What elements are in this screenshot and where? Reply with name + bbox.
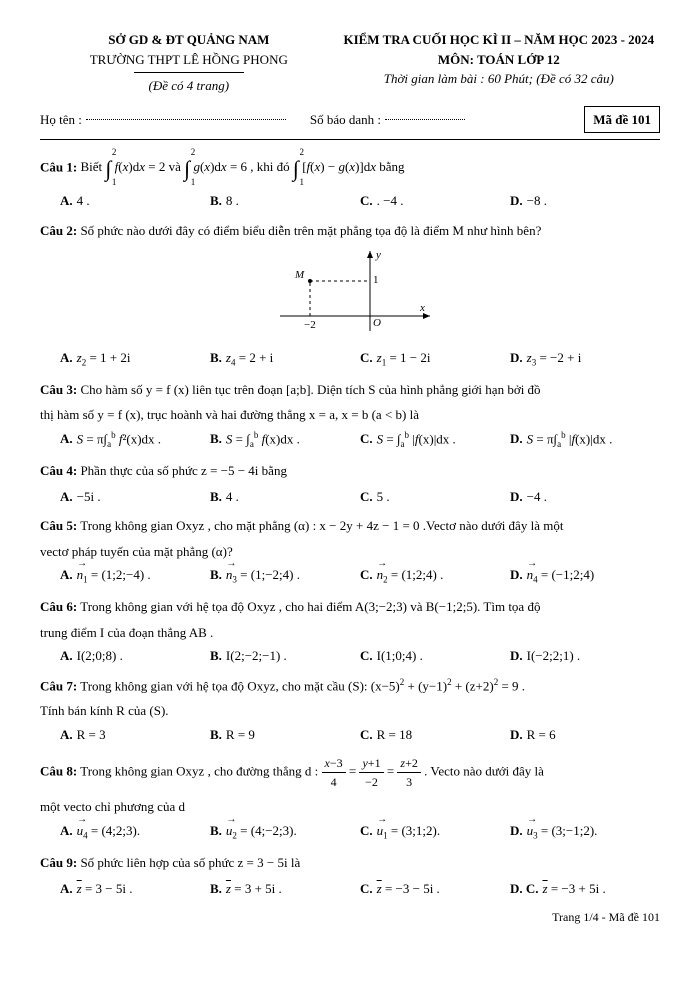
header-right: KIỂM TRA CUỐI HỌC KÌ II – NĂM HỌC 2023 -…	[338, 30, 660, 96]
name-label: Họ tên :	[40, 110, 82, 130]
question-2: Câu 2: Số phức nào dưới đây có điểm biểu…	[40, 221, 660, 241]
q1-options: A.4 . B.8 . C.. −4 . D.−8 .	[60, 191, 660, 211]
name-field[interactable]	[86, 119, 286, 120]
school-name: TRƯỜNG THPT LÊ HỒNG PHONG	[40, 50, 338, 70]
dept-name: SỞ GD & ĐT QUẢNG NAM	[40, 30, 338, 50]
time-note: Thời gian làm bài : 60 Phút; (Đề có 32 c…	[338, 69, 660, 89]
q6-options: A.I(2;0;8) . B.I(2;−2;−1) . C.I(1;0;4) .…	[60, 646, 660, 666]
q9-options: A.z = 3 − 5i . B.z = 3 + 5i . C.z = −3 −…	[60, 879, 660, 899]
question-1: Câu 1: Biết ∫21 f(x)dx = 2 và ∫21 g(x)dx…	[40, 152, 660, 185]
svg-text:y: y	[375, 249, 381, 261]
page-footer: Trang 1/4 - Mã đề 101	[40, 908, 660, 926]
svg-text:O: O	[373, 317, 381, 329]
svg-text:x: x	[419, 302, 425, 314]
question-5: Câu 5: Trong không gian Oxyz , cho mặt p…	[40, 516, 660, 536]
id-field[interactable]	[385, 119, 465, 120]
svg-text:1: 1	[373, 274, 379, 286]
page-header: SỞ GD & ĐT QUẢNG NAM TRƯỜNG THPT LÊ HỒNG…	[40, 30, 660, 96]
question-7: Câu 7: Trong không gian với hệ tọa độ Ox…	[40, 676, 660, 696]
q2-text: Số phức nào dưới đây có điểm biểu diễn t…	[80, 223, 541, 238]
exam-title: KIỂM TRA CUỐI HỌC KÌ II – NĂM HỌC 2023 -…	[338, 30, 660, 50]
question-6: Câu 6: Trong không gian với hệ tọa độ Ox…	[40, 597, 660, 617]
q2-figure: M 1 −2 O x y	[40, 246, 660, 342]
q5-options: A.n1 = (1;2;−4) . B.n3 = (1;−2;4) . C.n2…	[60, 565, 660, 587]
question-9: Câu 9: Số phức liên hợp của số phức z = …	[40, 853, 660, 873]
svg-text:−2: −2	[304, 319, 316, 331]
svg-text:M: M	[294, 269, 305, 281]
q4-options: A.−5i . B.4 . C.5 . D.−4 .	[60, 487, 660, 507]
q3-line2: thị hàm số y = f (x), trục hoành và hai …	[40, 405, 660, 425]
question-3: Câu 3: Cho hàm số y = f (x) liên tục trê…	[40, 380, 660, 400]
q1-label: Câu 1:	[40, 159, 77, 174]
header-rule	[134, 72, 244, 73]
name-row: Họ tên : Số báo danh : Mã đề 101	[40, 106, 660, 134]
question-8: Câu 8: Trong không gian Oxyz , cho đường…	[40, 754, 660, 791]
header-left: SỞ GD & ĐT QUẢNG NAM TRƯỜNG THPT LÊ HỒNG…	[40, 30, 338, 96]
subject: MÔN: TOÁN LỚP 12	[338, 50, 660, 70]
q7-options: A.R = 3 B.R = 9 C.R = 18 D.R = 6	[60, 725, 660, 745]
separator	[40, 139, 660, 140]
pages-note: (Đề có 4 trang)	[40, 76, 338, 96]
q1-text: Biết ∫21 f(x)dx = 2 và ∫21 g(x)dx = 6 , …	[80, 159, 404, 174]
q8-options: A.u4 = (4;2;3). B.u2 = (4;−2;3). C.u1 = …	[60, 821, 660, 843]
id-label: Số báo danh :	[310, 110, 381, 130]
question-4: Câu 4: Phần thực của số phức z = −5 − 4i…	[40, 461, 660, 481]
exam-code: Mã đề 101	[584, 106, 660, 134]
q3-options: A.S = π∫ab f²(x)dx . B.S = ∫ab f(x)dx . …	[60, 429, 660, 451]
q2-options: A.z2 = 1 + 2i B.z4 = 2 + i C.z1 = 1 − 2i…	[60, 348, 660, 370]
